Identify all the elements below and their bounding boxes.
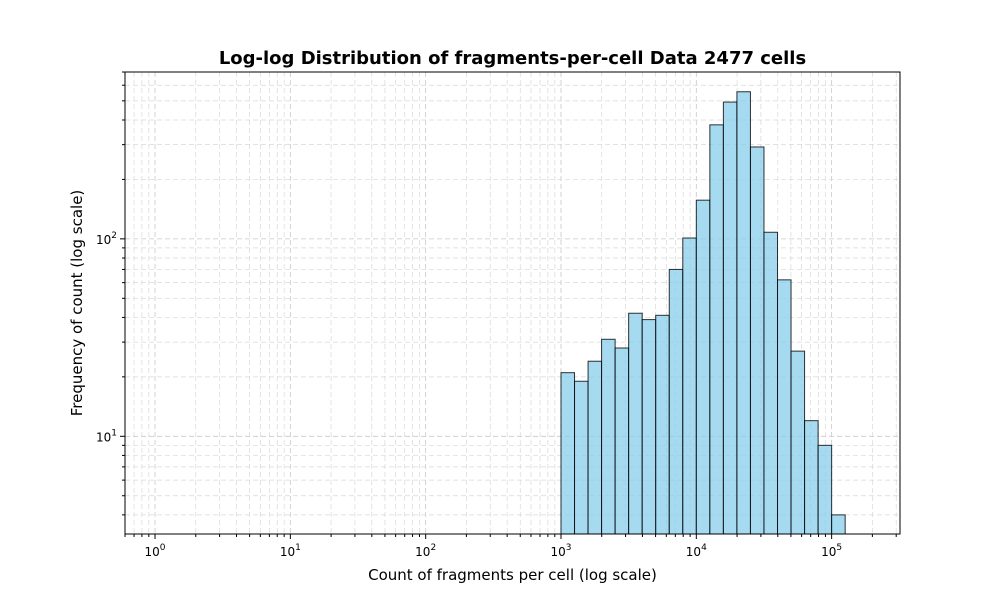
x-tick-label: 103 [550, 543, 571, 559]
histogram-bar [560, 372, 576, 535]
histogram-bar [831, 514, 846, 535]
histogram-bar [601, 338, 616, 535]
histogram-bar [736, 91, 751, 535]
histogram-bar [804, 420, 819, 535]
histogram-bar [587, 360, 603, 535]
histogram-bar [709, 124, 724, 535]
chart-title: Log-log Distribution of fragments-per-ce… [219, 48, 806, 69]
histogram-bar [695, 199, 711, 535]
histogram-bar [749, 146, 765, 535]
x-tick-label: 100 [145, 543, 166, 559]
grid-lines [124, 71, 900, 534]
x-tick-label: 102 [415, 543, 436, 559]
histogram-bar [668, 268, 684, 535]
histogram-bar [628, 312, 643, 535]
histogram-bar [682, 237, 697, 535]
histogram-bar [817, 444, 833, 535]
x-tick-label: 105 [821, 543, 842, 559]
histogram-bar [641, 319, 657, 535]
histogram-bar [655, 314, 670, 535]
y-tick-label: 101 [96, 428, 117, 444]
y-tick-label: 102 [96, 231, 117, 247]
histogram-bar [777, 279, 792, 535]
histogram-bars [560, 91, 846, 535]
histogram-bar [763, 231, 779, 535]
histogram-bar [790, 350, 806, 535]
x-axis-label: Count of fragments per cell (log scale) [368, 566, 657, 584]
x-tick-label: 104 [686, 543, 707, 559]
histogram-bar [574, 380, 589, 535]
plot-frame [124, 71, 901, 535]
histogram-bar [614, 347, 630, 535]
x-tick-label: 101 [280, 543, 301, 559]
histogram-bar [722, 101, 738, 535]
y-axis-label: Frequency of count (log scale) [68, 190, 86, 417]
